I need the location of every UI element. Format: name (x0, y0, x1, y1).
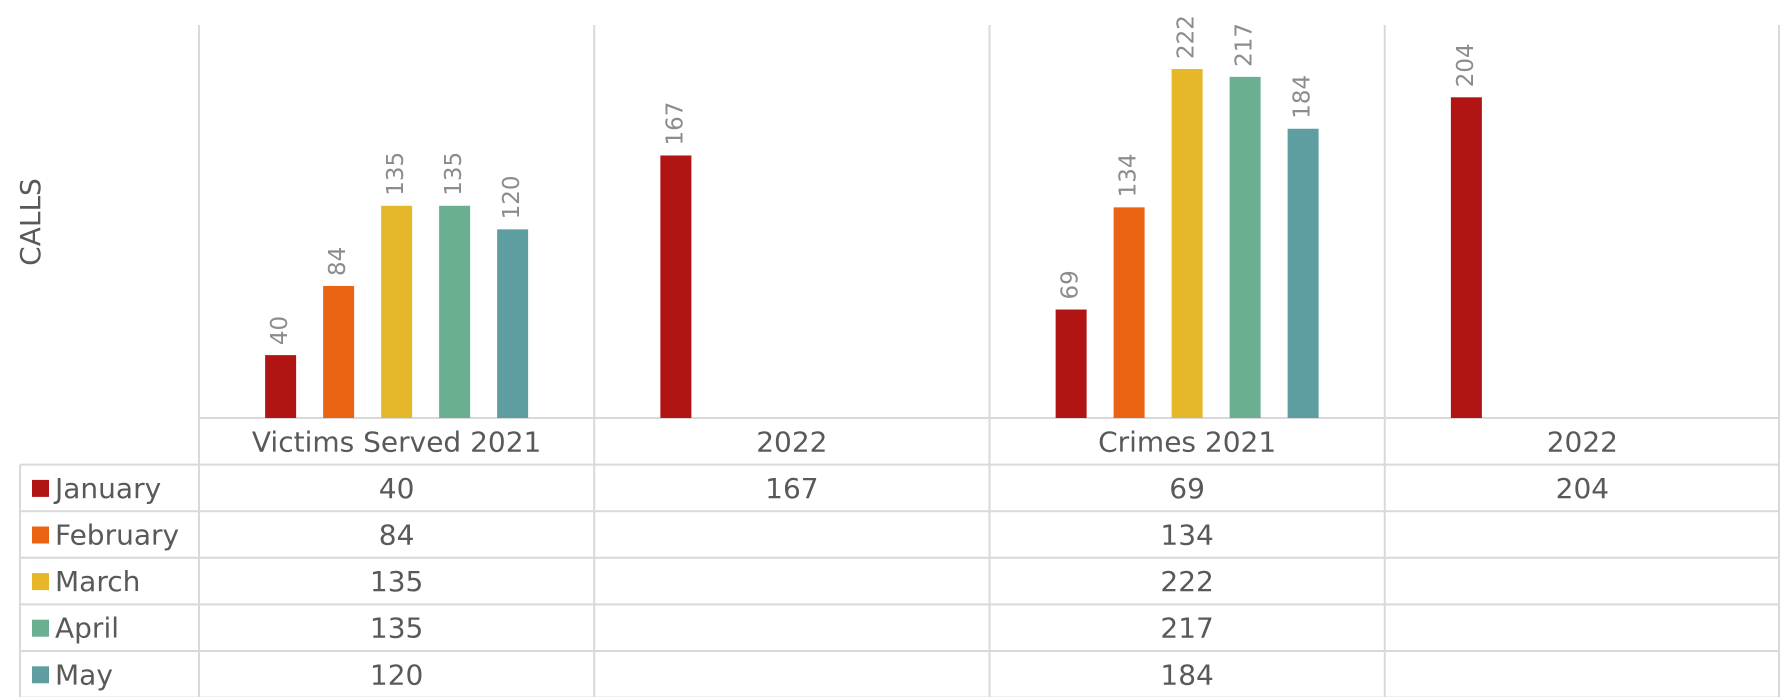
x-tick-label: Crimes 2021 (1098, 425, 1276, 458)
bar (660, 155, 692, 418)
table-cell: 184 (1160, 658, 1213, 691)
data-label: 134 (1116, 153, 1142, 197)
data-label: 184 (1290, 75, 1316, 119)
legend-label: January (53, 472, 161, 505)
bar (323, 285, 355, 418)
table-cell: 134 (1160, 519, 1213, 552)
data-label: 222 (1174, 15, 1200, 59)
table-cell: 204 (1556, 472, 1609, 505)
bar (497, 229, 529, 418)
bar (1113, 207, 1145, 418)
legend-label: March (55, 565, 140, 598)
table-cell: 40 (379, 472, 415, 505)
data-label: 40 (267, 316, 293, 345)
bar (1229, 76, 1261, 418)
legend-swatch (32, 573, 49, 591)
data-label: 217 (1232, 23, 1258, 67)
legend-swatch (32, 479, 49, 497)
bar (1171, 69, 1203, 419)
data-label: 135 (383, 152, 409, 196)
x-tick-label: 2022 (756, 425, 827, 458)
legend-label: May (55, 658, 113, 691)
table-cell: 217 (1160, 612, 1213, 645)
table-cell: 222 (1160, 565, 1213, 598)
data-label: 167 (662, 102, 688, 146)
table-cell: 135 (370, 565, 423, 598)
data-label: 135 (441, 152, 467, 196)
bar (265, 355, 297, 418)
data-label: 84 (325, 247, 351, 276)
data-label: 69 (1058, 270, 1084, 299)
table-cell: 120 (370, 658, 423, 691)
bar (1287, 128, 1319, 418)
legend-swatch (32, 526, 49, 544)
legend-label: April (55, 612, 119, 645)
legend-swatch (32, 619, 49, 637)
bar (381, 205, 413, 418)
table-cell: 69 (1169, 472, 1205, 505)
legend-label: February (55, 519, 179, 552)
table-cell: 84 (379, 519, 415, 552)
table-cell: 135 (370, 612, 423, 645)
legend-swatch (32, 666, 49, 684)
bar (1450, 97, 1482, 418)
x-tick-label: 2022 (1547, 425, 1618, 458)
bar (1055, 309, 1087, 418)
data-label: 204 (1453, 43, 1479, 87)
y-axis-label: CALLS (14, 178, 47, 266)
table-cell: 167 (765, 472, 818, 505)
bar (439, 205, 471, 418)
data-label: 120 (499, 175, 525, 219)
x-tick-label: Victims Served 2021 (252, 425, 541, 458)
